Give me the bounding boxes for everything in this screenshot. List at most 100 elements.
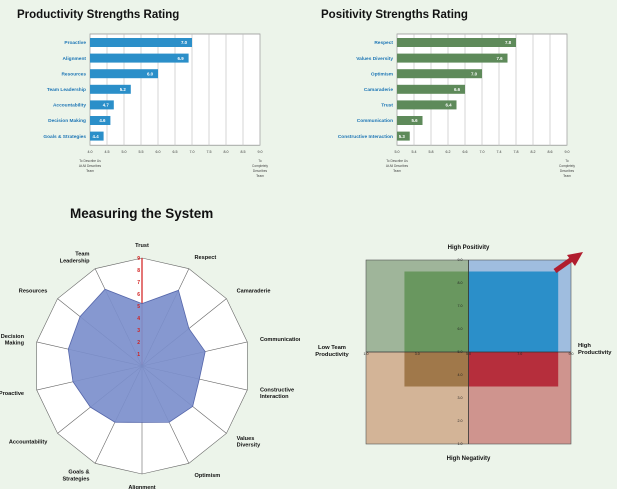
radar-scale-label: 1: [137, 352, 140, 358]
productivity-value-label: 7.0: [181, 40, 188, 45]
positivity-value-label: 5.3: [399, 134, 406, 139]
positivity-value-label: 6.6: [454, 87, 461, 92]
positivity-bar: [397, 84, 465, 94]
positivity-category-label: Values Diversity: [356, 56, 393, 62]
radar-axis-label: Goals &: [68, 470, 89, 476]
quadrant-x-tick: 9.0: [569, 352, 574, 356]
positivity-axis-note-right: To: [565, 159, 569, 163]
radar-chart: 1 2 3 4 5 6 7 8 9 Trust Respect Camaraderie Communic…: [0, 243, 300, 489]
quadrant-y-tick: 7.0: [458, 304, 463, 308]
quadrant-y-tick: 6.0: [458, 327, 463, 331]
radar-axis-label: Trust: [135, 243, 149, 249]
productivity-bar: [90, 100, 114, 110]
quadrant-label-left: Productivity: [315, 352, 349, 358]
productivity-value-label: 4.7: [103, 103, 110, 108]
radar-scale-label: 7: [137, 280, 140, 286]
positivity-bar: [397, 53, 508, 63]
productivity-tick-label: 7.5: [207, 150, 212, 154]
quadrant-y-tick: 2.0: [458, 419, 463, 423]
positivity-axis-note-right: Describes: [560, 169, 575, 173]
radar-axis-label: Strategies: [62, 476, 89, 482]
productivity-bar: [90, 84, 131, 94]
productivity-tick-label: 7.0: [190, 150, 195, 154]
positivity-value-label: 6.4: [445, 103, 452, 108]
positivity-chart-title: Positivity Strengths Rating: [321, 9, 468, 21]
positivity-tick-label: 9.0: [565, 150, 570, 154]
quadrant-x-tick: 7.0: [517, 352, 522, 356]
quadrant-label-right: High: [578, 343, 591, 349]
productivity-tick-label: 4.0: [88, 150, 93, 154]
productivity-tick-label: 8.5: [241, 150, 246, 154]
positivity-value-label: 7.0: [471, 71, 478, 76]
positivity-tick-label: 5.0: [395, 150, 400, 154]
positivity-axis-note-right: Completely: [559, 164, 575, 168]
positivity-bar: [397, 38, 516, 47]
radar-axis-label: Making: [5, 340, 25, 346]
productivity-value-label: 5.2: [120, 87, 127, 92]
radar-scale-label: 4: [137, 316, 140, 322]
positivity-value-label: 5.6: [411, 118, 418, 123]
quadrant-y-tick: 9.0: [458, 258, 463, 262]
productivity-value-label: 6.9: [178, 56, 185, 61]
radar-axis-label: Values: [237, 436, 255, 442]
productivity-tick-label: 6.0: [156, 150, 161, 154]
positivity-tick-label: 7.0: [480, 150, 485, 154]
quadrant-y-tick: 8.0: [458, 281, 463, 285]
radar-axis-label: Camaraderie: [237, 289, 271, 295]
quadrant-y-tick: 1.0: [458, 442, 463, 446]
positivity-tick-label: 5.8: [429, 150, 434, 154]
productivity-axis-note-left: To Describe Us: [79, 159, 101, 163]
positivity-tick-label: 6.2: [446, 150, 451, 154]
productivity-tick-label: 5.5: [139, 150, 144, 154]
inner-bottom-right: [468, 352, 559, 387]
positivity-category-label: Constructive Interaction: [338, 134, 393, 140]
inner-bottom-left: [404, 352, 469, 387]
positivity-axis-note-right: Team: [563, 174, 571, 178]
radar-scale-label: 5: [137, 304, 140, 310]
productivity-value-label: 4.6: [99, 118, 106, 123]
radar-axis-label: Accountability: [9, 439, 48, 445]
quadrant-chart: 1.0 3.0 5.0 7.0 9.0 9.0 8.0 7.0 6.0 5.0 4.0 3.0 2.0 1…: [315, 245, 612, 462]
quadrant-y-tick: 3.0: [458, 396, 463, 400]
productivity-category-label: Alignment: [63, 56, 87, 62]
radar-axis-label: Alignment: [128, 485, 155, 489]
productivity-category-label: Resources: [61, 71, 86, 77]
trend-arrow-shaft: [553, 256, 574, 274]
productivity-axis-note-right: Describes: [253, 169, 268, 173]
positivity-tick-label: 7.8: [514, 150, 519, 154]
productivity-category-label: Goals & Strategies: [43, 134, 86, 140]
positivity-bar: [397, 116, 423, 125]
radar-scale-label: 2: [137, 340, 140, 346]
productivity-axis-note-right: To: [258, 159, 262, 163]
positivity-category-label: Camaraderie: [364, 87, 393, 93]
productivity-bar: [90, 38, 192, 47]
positivity-tick-label: 7.4: [497, 150, 502, 154]
radar-scale-label: 8: [137, 268, 140, 274]
productivity-tick-label: 8.0: [224, 150, 229, 154]
positivity-tick-label: 8.6: [548, 150, 553, 154]
positivity-bar: [397, 69, 482, 79]
radar-axis-label: Interaction: [260, 394, 289, 400]
productivity-axis-note-right: Team: [256, 174, 264, 178]
trend-arrow-head: [567, 252, 583, 266]
positivity-value-label: 7.6: [496, 56, 503, 61]
productivity-category-label: Accountability: [53, 103, 86, 109]
positivity-tick-label: 6.6: [463, 150, 468, 154]
quadrant-y-tick: 4.0: [458, 373, 463, 377]
radar-axis-label: Optimism: [194, 473, 220, 479]
productivity-bar: [90, 69, 158, 79]
radar-axis-label: Leadership: [60, 258, 90, 264]
productivity-bar: [90, 53, 189, 63]
positivity-tick-label: 8.2: [531, 150, 536, 154]
radar-axis-label: Diversity: [237, 443, 262, 449]
productivity-tick-label: 5.0: [122, 150, 127, 154]
radar-axis-label: Respect: [194, 255, 216, 261]
positivity-axis-note-left: Team: [393, 169, 401, 173]
radar-scale-label: 6: [137, 292, 140, 298]
radar-scale-label: 9: [137, 256, 140, 262]
productivity-value-label: 4.4: [93, 134, 100, 139]
positivity-tick-label: 5.4: [412, 150, 417, 154]
radar-scale-label: 3: [137, 328, 140, 334]
inner-top-left: [404, 271, 469, 352]
quadrant-x-tick: 1.0: [364, 352, 369, 356]
